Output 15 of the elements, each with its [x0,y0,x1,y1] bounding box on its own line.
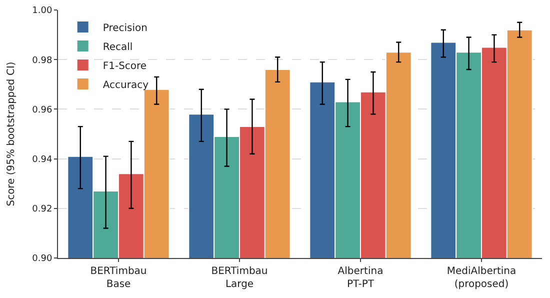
x-tick-label: BERTimbau Base [90,266,147,290]
y-tick-label: 0.90 [32,254,52,264]
legend-label: Precision [102,22,148,34]
y-tick-label: 0.92 [32,204,52,215]
x-tick-label: Albertina PT-PT [338,266,384,290]
y-tick-label: 0.94 [32,154,52,165]
x-tick-label: BERTimbau Large [211,266,268,290]
y-tick-label: 0.98 [32,56,52,66]
legend-label: Accuracy [102,80,149,91]
legend-label: F1-Score [102,60,147,72]
y-axis-title: Score (95% bootstrapped CI) [6,62,18,206]
y-tick-label: 0.96 [32,105,52,116]
x-tick-label: MediAlbertina (proposed) [446,266,516,290]
legend-label: Recall [102,42,133,53]
y-tick-label: 1.00 [32,6,52,16]
